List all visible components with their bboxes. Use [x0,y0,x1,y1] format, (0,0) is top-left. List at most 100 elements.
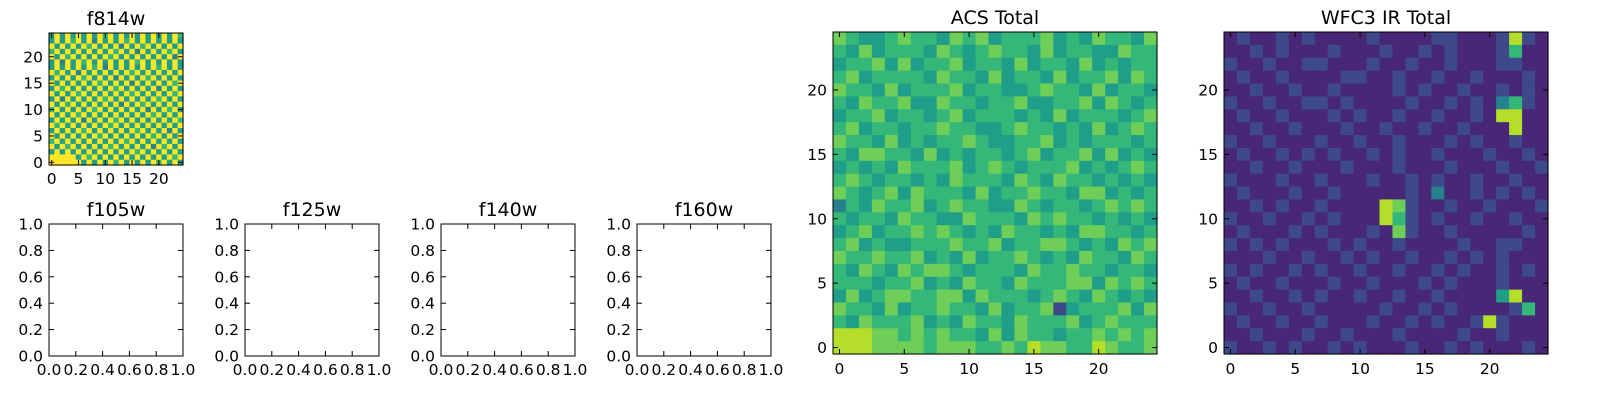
heatmap-cell [1522,44,1536,59]
heatmap-cell [1131,32,1145,46]
heatmap-cell [988,32,1003,46]
heatmap-cell [962,96,977,110]
heatmap-cell [59,69,66,76]
heatmap-cell [59,91,66,97]
heatmap-cell [1431,32,1445,46]
heatmap-cell [962,57,977,72]
heatmap-cell [1418,212,1432,226]
heatmap-cell [145,128,152,134]
x-tick-label: 1.0 [367,361,392,379]
y-tick-label: 0.4 [18,295,43,313]
heatmap-cell [172,159,179,166]
heatmap-cell [910,225,925,239]
heatmap-cell [1405,289,1419,304]
heatmap-cell [161,101,168,108]
heatmap-cell [884,263,899,278]
heatmap-cell [1535,109,1549,123]
heatmap-cell [1405,276,1419,291]
heatmap-cell [1509,32,1523,46]
heatmap-cell [1405,32,1419,46]
heatmap-cell [124,33,130,39]
heatmap-cell [129,96,136,103]
heatmap-cell [833,122,847,136]
heatmap-cell [1014,328,1028,342]
heatmap-cell [134,54,141,60]
heatmap-cell [1236,83,1251,97]
heatmap-cell [118,138,125,145]
heatmap-cell [70,85,77,92]
heatmap-cell [910,263,925,278]
y-tick-label: 0.2 [18,321,43,339]
heatmap-cell [845,135,860,149]
y-tick-label: 5 [33,127,43,145]
heatmap-cell [988,109,1003,123]
heatmap-cell [134,75,141,82]
heatmap-cell [161,138,168,145]
heatmap-cell [1431,96,1445,110]
heatmap-cell [177,85,184,92]
heatmap-cell [118,38,125,45]
heatmap-cell [107,85,114,92]
heatmap-cell [1496,57,1510,72]
heatmap-cell [1366,250,1381,265]
heatmap-cell [1470,147,1484,162]
heatmap-cell [1509,341,1523,355]
heatmap-cell [156,133,163,140]
heatmap-cell [81,133,88,140]
heatmap-cell [102,69,109,76]
heatmap-cell [923,328,938,342]
heatmap-cell [1079,83,1093,97]
heatmap-cell [962,212,977,226]
heatmap-cell [871,315,886,329]
heatmap-cell [75,128,82,134]
heatmap-cell [1483,160,1497,175]
heatmap-cell [86,101,93,108]
heatmap-cell [65,85,72,92]
heatmap-cell [1105,199,1119,213]
heatmap-cell [910,160,925,175]
heatmap-cell [75,75,82,82]
heatmap-cell [975,328,990,342]
x-tick-label: 5 [74,170,84,188]
heatmap-cell [923,70,938,85]
heatmap-cell [1144,186,1158,201]
heatmap-cell [845,341,860,355]
heatmap-cell [1053,186,1067,201]
heatmap-cell [54,101,61,108]
heatmap-cell [91,48,98,55]
heatmap-cell [871,109,886,123]
heatmap-cell [1522,341,1536,355]
heatmap-cell [975,186,990,201]
axes-frame [832,31,1158,355]
heatmap-cell [1066,32,1080,46]
heatmap-cell [1327,276,1342,291]
heatmap-cell [1275,135,1290,149]
heatmap-cell [1131,263,1145,278]
heatmap-cell [1092,328,1106,342]
heatmap-cell [1366,135,1381,149]
heatmap-cell [1236,96,1251,110]
heatmap-cell [134,149,141,156]
heatmap-cell [1457,289,1471,304]
heatmap-cell [833,276,847,291]
heatmap-cell [858,289,873,304]
heatmap-cell [1327,315,1342,329]
heatmap-cell [1131,212,1145,226]
heatmap-cell [140,48,147,55]
heatmap-cell [1496,289,1510,304]
heatmap-cell [1405,173,1419,188]
heatmap-cell [910,328,925,342]
y-tick-label: 5 [817,275,827,293]
heatmap-cell [1444,328,1458,342]
panel-title: f105w [87,199,146,221]
heatmap-cell [884,57,899,72]
heatmap-cell [1457,70,1471,85]
x-tick-label: 0.6 [117,361,142,379]
heatmap-cell [1392,289,1407,304]
heatmap-cell [1366,122,1381,136]
heatmap-cell [1522,173,1536,188]
heatmap-cell [1092,135,1106,149]
heatmap-cell [1366,238,1381,252]
heatmap-cell [1522,328,1536,342]
